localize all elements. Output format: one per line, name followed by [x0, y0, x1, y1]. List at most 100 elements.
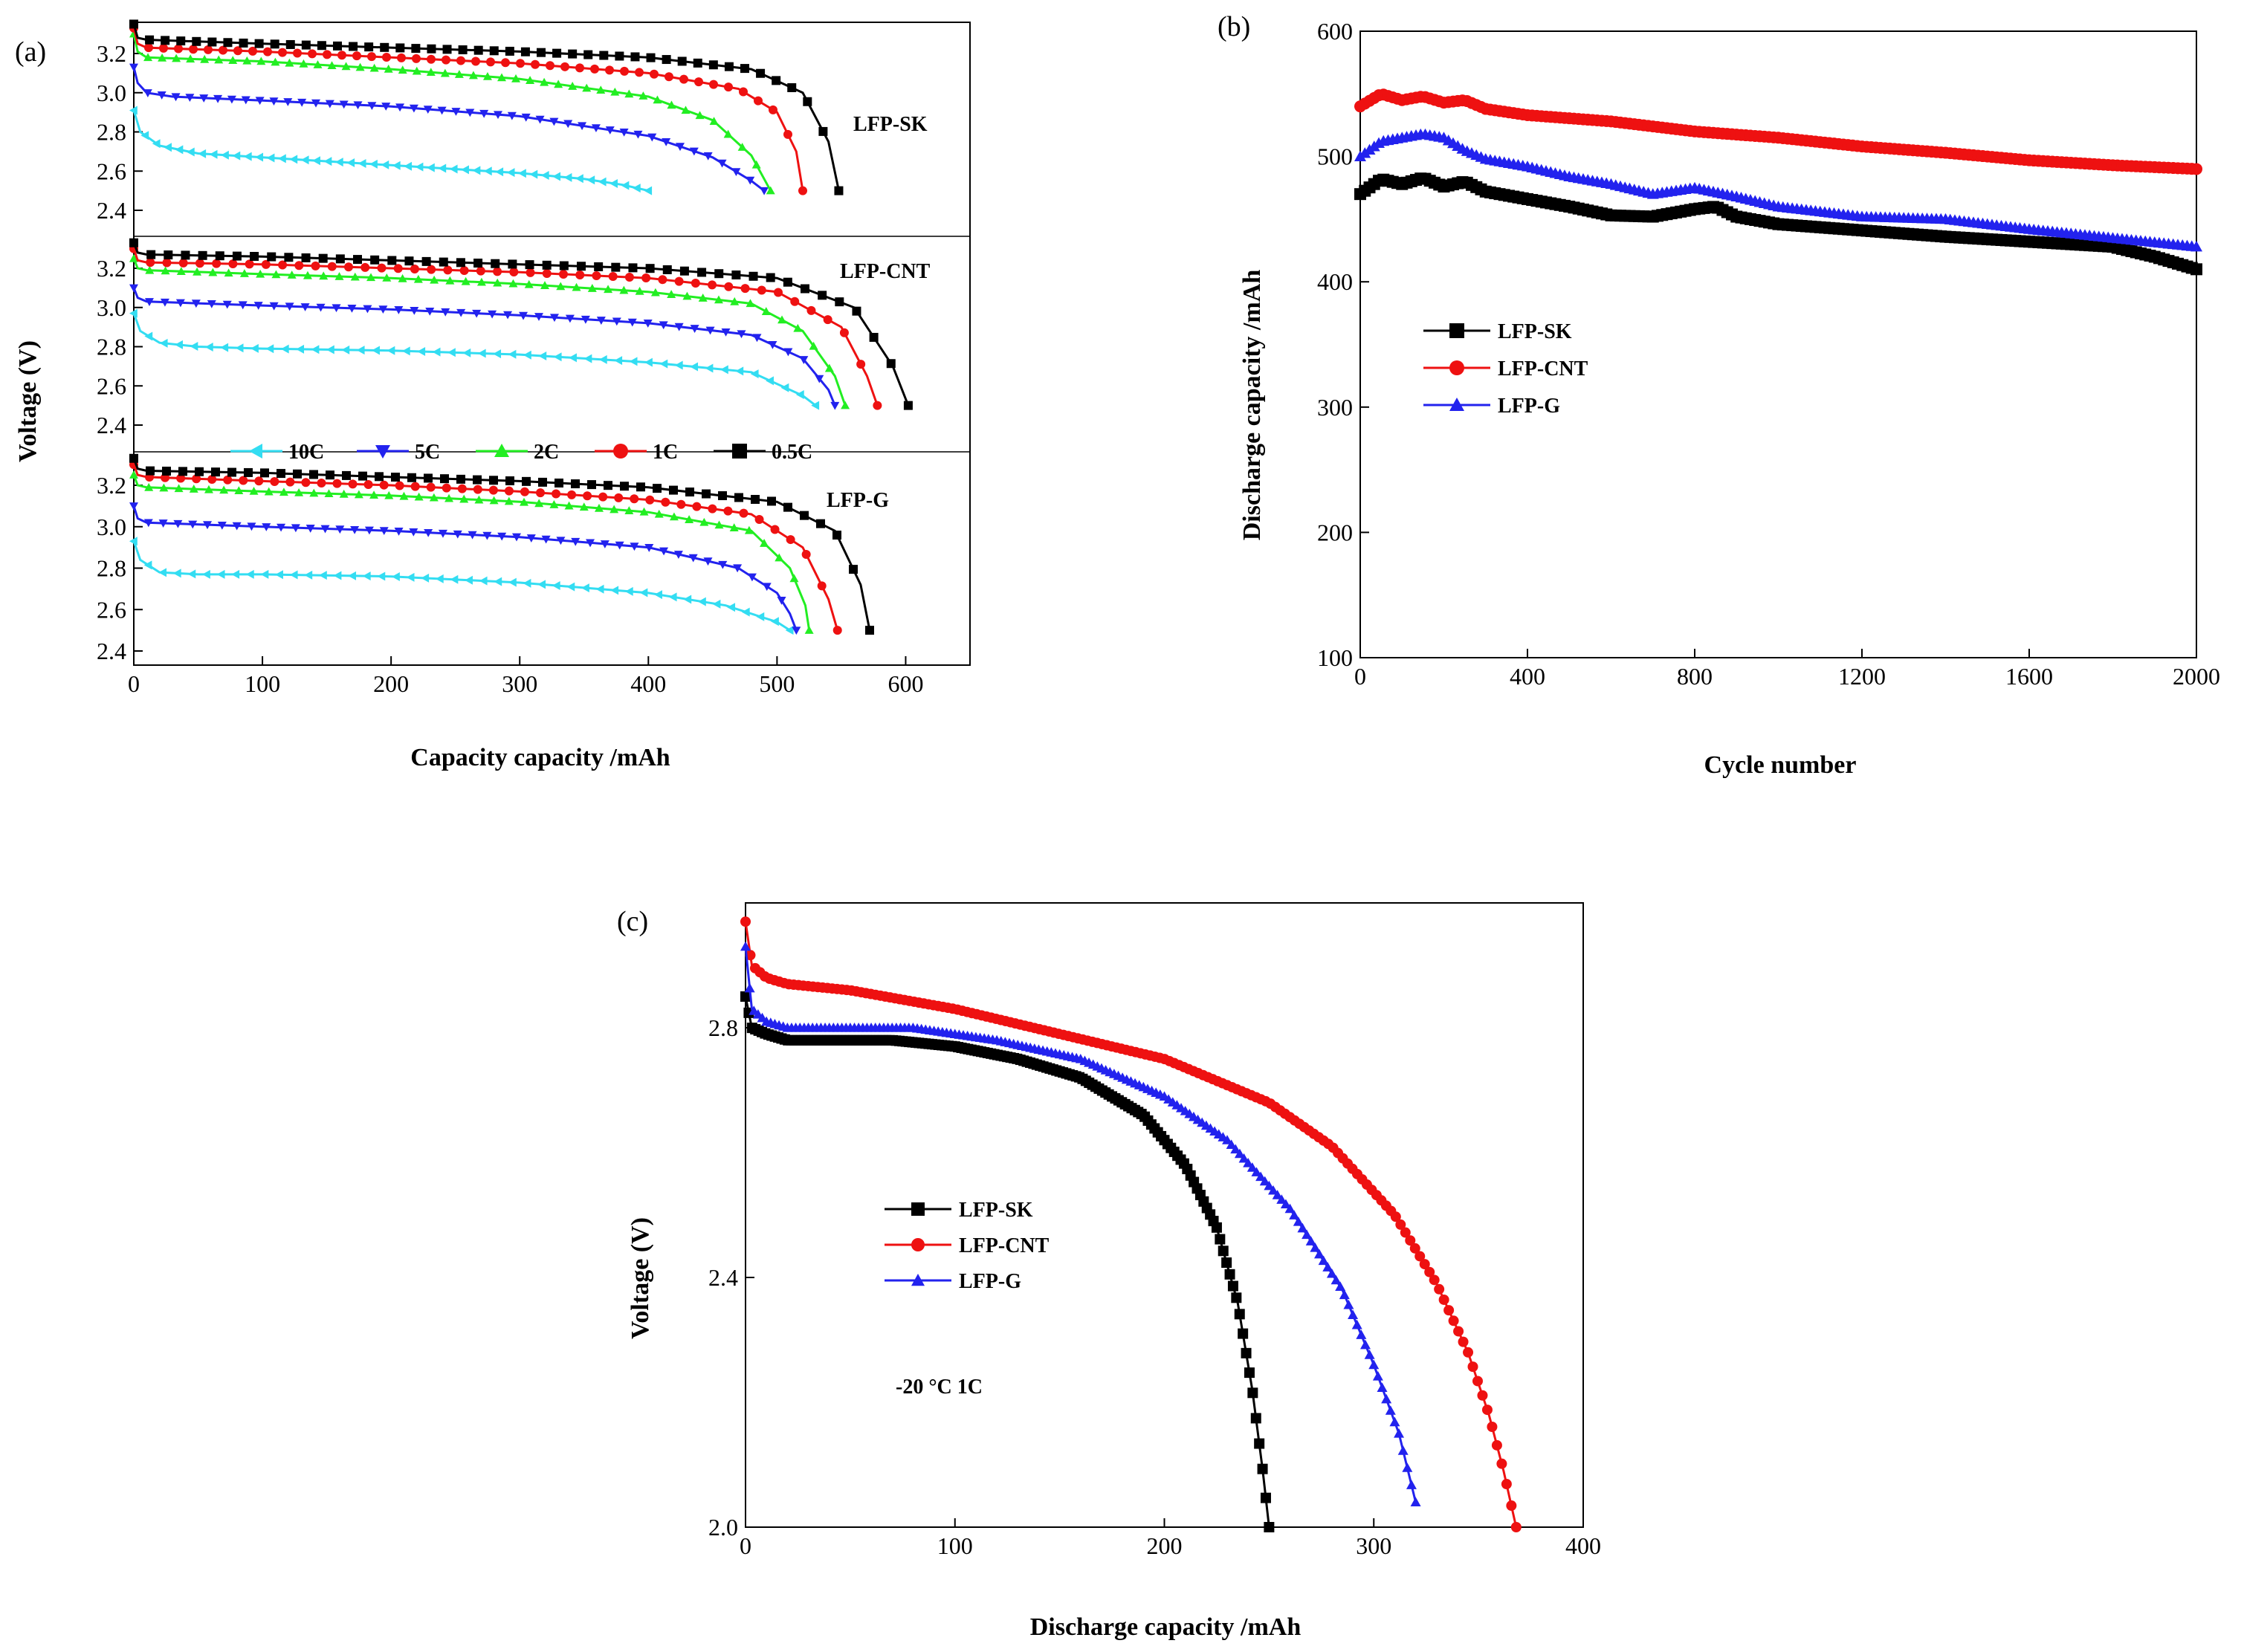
panel-a-lfp-g-2c-series-point: [760, 539, 769, 547]
panel-a-lfp-cnt-10c-series-point: [372, 346, 380, 355]
panel-a-lfp-cnt-1c-series-point: [641, 273, 651, 283]
panel-a-lfp-sk-5c-series-point: [662, 137, 671, 146]
panel-a-lfp-cnt-1c-series-point: [674, 276, 684, 286]
panel-a-lfp-cnt-2c-series-point: [430, 275, 439, 284]
panel-a-lfp-g-2c-series-point: [474, 495, 484, 504]
panel-a-lfp-g-05c-series-point: [865, 626, 874, 635]
panel-a-lfp-g-10c-series-point: [494, 577, 502, 586]
panel-a-lfp-cnt-5c-series: [129, 284, 840, 410]
panel-c-lfp-cnt-series-point: [1510, 1522, 1522, 1532]
panel-a-lfp-cnt-5c-series-point: [378, 305, 388, 314]
panel-a-lfp-g-2c-series-point: [564, 501, 574, 510]
panel-a-sub1-y-tick-label: 3.0: [97, 294, 126, 321]
panel-a-lfp-cnt-10c-series-point: [356, 346, 365, 355]
panel-a-sub0-y-tick-label: 3.2: [97, 40, 126, 67]
panel-b-x-tick-label: 0: [1354, 663, 1366, 690]
panel-a-lfp-cnt-1c-series-point: [493, 267, 502, 276]
panel-a-lfp-cnt-2c-series-point: [476, 277, 486, 286]
panel-a-lfp-g-2c-series-point: [144, 482, 154, 491]
panel-a-lfp-g-1c-series-line: [132, 464, 839, 631]
panel-a-lfp-sk-5c-series-point: [578, 122, 587, 131]
panel-a-lfp-sk-2c-series-point: [271, 57, 280, 66]
panel-a-lfp-g-1c-series-point: [285, 477, 295, 487]
panel-a-lfp-g-2c-series-point: [520, 497, 528, 506]
panel-a-lfp-cnt-2c-series-point: [587, 284, 597, 292]
panel-a-lfp-cnt-05c-series-point: [903, 401, 913, 410]
panel-a-lfp-sk-1c-series-point: [367, 52, 376, 62]
panel-a-x-tick-label: 500: [759, 670, 795, 697]
panel-a-lfp-cnt-05c-series-point: [267, 252, 277, 262]
panel-a-lfp-cnt-10c-series-point: [326, 345, 334, 354]
panel-b-x-tick-label: 800: [1677, 663, 1713, 690]
panel-a-lfp-g-1c-series-point: [410, 482, 420, 491]
panel-b-x-tick-label: 1200: [1838, 663, 1886, 690]
panel-a-lfp-g-5c-series-point: [453, 530, 462, 539]
panel-a-lfp-cnt-05c-series-point: [852, 306, 861, 316]
panel-a-lfp-cnt-10c-series-point: [401, 346, 410, 356]
panel-a-lfp-sk-05c-series-point: [380, 42, 389, 52]
panel-a-lfp-sk-10c-series-point: [392, 161, 401, 170]
panel-a-lfp-cnt-2c-series-point: [524, 279, 534, 288]
panel-a-lfp-cnt-5c-series-point: [441, 308, 450, 317]
panel-a-lfp-cnt-2c-series-point: [682, 291, 692, 300]
panel-a-lfp-g-2c-series-point: [504, 496, 514, 505]
panel-a-lfp-g-1c-series-point: [457, 484, 467, 493]
panel-a-lfp-cnt-05c-series-point: [250, 251, 259, 261]
panel-a-lfp-g-2c-series-point: [174, 484, 184, 493]
panel-a-lfp-g-5c-series-point: [600, 540, 609, 548]
panel-a-lfp-g-5c-series-point: [217, 522, 227, 530]
panel-a-lfp-cnt-05c-series-point: [491, 259, 500, 268]
panel-a-lfp-g-5c-series-point: [733, 564, 743, 573]
panel-a-lfp-cnt-2c-series-point: [193, 267, 202, 276]
panel-a-lfp-g-05c-series-point: [440, 474, 449, 484]
panel-a-lfp-sk-10c-series-point: [129, 106, 138, 115]
panel-a-lfp-g-10c-series-point: [435, 574, 444, 583]
panel-a-lfp-cnt-1c-series-point: [575, 270, 585, 279]
panel-a-lfp-cnt-05c-series-point: [284, 253, 294, 262]
panel-c-lfp-cnt-series-point: [1400, 1227, 1411, 1238]
panel-a-lfp-g-2c-series-point: [264, 487, 274, 496]
panel-a-lfp-sk-5c-series-point: [465, 108, 475, 117]
panel-c-lfp-g-series-point: [1406, 1480, 1417, 1489]
panel-a-lfp-g-2c-series: [129, 470, 814, 634]
panel-a-lfp-g-1c-series-point: [598, 492, 608, 502]
panel-a-lfp-sk-10c-series-point: [152, 139, 161, 149]
panel-a-lfp-cnt-2c-series-point: [793, 323, 803, 332]
panel-a-lfp-sk-5c-series-point: [437, 106, 447, 115]
panel-c-lfp-cnt-series-point: [1443, 1305, 1455, 1316]
panel-a-lfp-sk-05c-series: [129, 19, 844, 195]
panel-a-lfp-cnt-1c-series-point: [806, 305, 816, 315]
panel-a-lfp-cnt-2c-series-point: [461, 276, 471, 285]
panel-a-lfp-sk-2c-series-point: [384, 64, 393, 73]
panel-c-lfp-g-series-point: [1268, 1185, 1279, 1195]
panel-c-lfp-sk-series-point: [1218, 1246, 1229, 1257]
panel-a-lfp-cnt-10c-series-point: [553, 352, 562, 362]
panel-a-lfp-cnt-1c-series-point: [195, 259, 204, 268]
panel-a-lfp-cnt-1c-series-point: [823, 315, 832, 325]
panel-a-lfp-g-5c-series-point: [762, 583, 772, 592]
panel-a-lfp-sk-2c-series-point: [468, 71, 478, 80]
panel-a-lfp-sk-05c-series-point: [458, 45, 468, 55]
panel-a-lfp-g-10c-series-point: [421, 573, 430, 583]
panel-a-lfp-g-05c-series: [129, 453, 874, 635]
panel-a-lfp-cnt-2c-series-point: [398, 273, 407, 282]
panel-a-lfp-cnt-2c-series-point: [714, 295, 723, 304]
panel-a-lfp-sk-2c-series-point: [638, 91, 648, 100]
panel-a-lfp-g-1c-series-point: [301, 478, 311, 487]
panel-a-lfp-g-10c-series-point: [158, 568, 167, 577]
panel-a-lfp-sk-2c-series-point: [596, 85, 606, 94]
panel-a-lfp-cnt-5c-series-point: [643, 320, 653, 328]
panel-a-lfp-g-10c-series-point: [654, 590, 662, 600]
panel-a-sub0-y-tick-label: 3.0: [97, 80, 126, 106]
panel-c-lfp-g-series-point: [1359, 1339, 1371, 1350]
panel-a-lfp-g-5c-series-point: [262, 523, 271, 531]
panel-a-lfp-cnt-05c-series-point: [714, 269, 724, 279]
panel-a-lfp-g-05c-series-point: [162, 466, 171, 476]
panel-b-y-axis-label: Discharge capacity /mAh: [1238, 270, 1266, 541]
panel-a-lfp-g-1c-series-point: [473, 485, 482, 494]
panel-a-lfp-sk-1c-series-point: [293, 48, 302, 58]
panel-c-lfp-g-series-point: [1343, 1299, 1354, 1309]
panel-a-lfp-sk-5c-series-point: [731, 168, 741, 177]
panel-c-x-tick-label: 300: [1356, 1532, 1391, 1559]
panel-a-lfp-cnt-05c-series-point: [542, 260, 552, 270]
